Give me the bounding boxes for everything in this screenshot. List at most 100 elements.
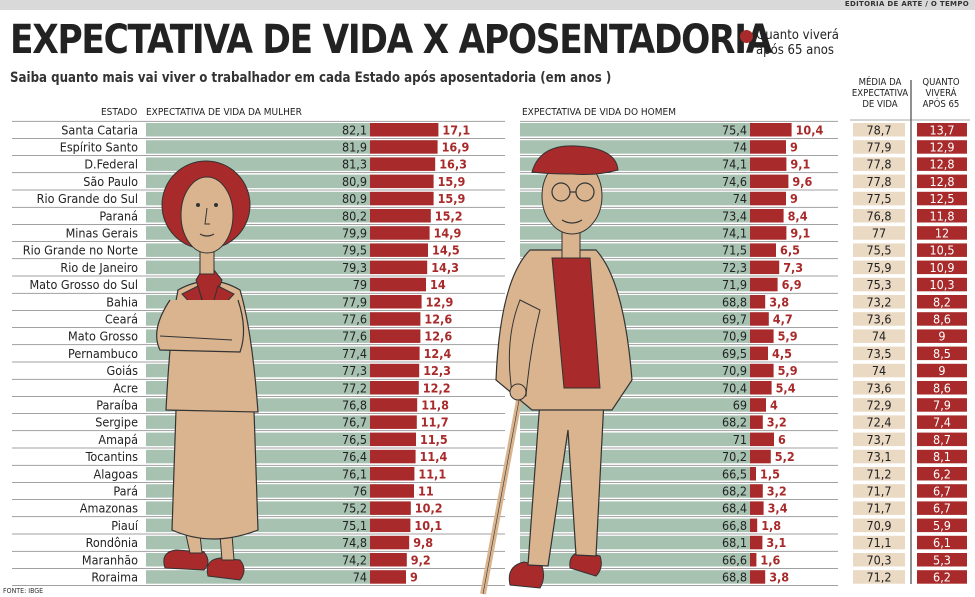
- male-after-65-label: 3,8: [769, 294, 789, 309]
- male-after-65-bar: [750, 123, 792, 137]
- female-after-65-bar: [370, 295, 422, 309]
- avg-after-cell: [917, 432, 967, 447]
- avg-expectancy-label: 73,6: [866, 380, 891, 395]
- state-label: Rio Grande no Norte: [23, 243, 138, 258]
- female-expectancy-bar: [146, 535, 370, 550]
- male-expectancy-bar: [520, 226, 750, 240]
- man-illustration: [480, 145, 633, 595]
- male-after-65-bar: [750, 484, 763, 498]
- female-after-65-bar: [370, 432, 416, 447]
- state-label: Paraná: [99, 208, 138, 223]
- male-after-65-bar: [750, 381, 772, 395]
- avg-cell: [853, 484, 905, 498]
- male-after-65-bar: [750, 295, 766, 309]
- male-expectancy-label: 68,4: [722, 501, 747, 516]
- female-after-65-label: 14,9: [434, 225, 462, 240]
- male-after-65-label: 9: [790, 139, 798, 154]
- state-label: Acre: [113, 380, 138, 395]
- avg-cell: [853, 398, 905, 412]
- male-after-65-label: 3,8: [769, 569, 789, 584]
- female-expectancy-label: 77,4: [342, 346, 367, 361]
- header-avg-line: MÉDIA DA: [858, 77, 902, 88]
- header-after-line: QUANTO: [922, 77, 960, 88]
- legend-dot-icon: [740, 30, 753, 43]
- header-after-line: APÓS 65: [922, 99, 960, 110]
- female-expectancy-label: 74,8: [342, 535, 367, 550]
- female-after-65-label: 9: [410, 569, 418, 584]
- avg-after-65-label: 6,1: [933, 535, 951, 550]
- male-expectancy-label: 70,4: [722, 380, 747, 395]
- state-label: São Paulo: [83, 174, 138, 189]
- female-expectancy-bar: [146, 157, 370, 171]
- avg-cell: [853, 415, 905, 429]
- female-after-65-bar: [370, 123, 439, 137]
- female-expectancy-label: 81,9: [342, 139, 367, 154]
- avg-after-65-label: 12: [935, 225, 949, 240]
- male-expectancy-label: 74: [733, 139, 747, 154]
- avg-cell: [853, 157, 905, 171]
- header-after-line: VIVERÁ: [925, 88, 957, 99]
- male-after-65-label: 9,1: [790, 157, 810, 172]
- male-expectancy-label: 68,8: [722, 294, 747, 309]
- header-men: EXPECTATIVA DE VIDA DO HOMEM: [522, 107, 676, 118]
- avg-after-65-label: 8,2: [933, 294, 951, 309]
- page-title: EXPECTATIVA DE VIDA X APOSENTADORIA: [10, 17, 772, 63]
- female-expectancy-label: 77,9: [342, 294, 367, 309]
- female-after-65-label: 10,1: [414, 518, 442, 533]
- male-after-65-bar: [750, 157, 787, 171]
- avg-after-cell: [917, 209, 967, 223]
- avg-expectancy-label: 72,9: [866, 397, 891, 412]
- male-after-65-bar: [750, 243, 776, 257]
- avg-expectancy-label: 75,5: [866, 243, 891, 258]
- male-after-65-bar: [750, 209, 784, 223]
- male-after-65-label: 6,5: [780, 243, 800, 258]
- avg-expectancy-label: 70,3: [866, 552, 891, 567]
- female-after-65-label: 12,3: [423, 363, 451, 378]
- female-expectancy-label: 76,8: [342, 397, 367, 412]
- male-after-65-label: 3,2: [767, 415, 787, 430]
- male-expectancy-label: 69: [733, 397, 747, 412]
- state-label: Espírito Santo: [60, 139, 138, 154]
- female-after-65-label: 9,2: [411, 552, 431, 567]
- male-expectancy-label: 71,5: [722, 243, 747, 258]
- avg-after-65-label: 5,3: [933, 552, 951, 567]
- avg-expectancy-label: 75,9: [866, 260, 891, 275]
- avg-after-cell: [917, 467, 967, 481]
- female-expectancy-label: 76,4: [342, 449, 367, 464]
- female-after-65-label: 16,9: [442, 139, 470, 154]
- female-after-65-bar: [370, 260, 428, 275]
- avg-after-cell: [917, 449, 967, 464]
- state-label: Alagoas: [94, 466, 139, 481]
- male-expectancy-bar: [520, 553, 750, 567]
- header-state: ESTADO: [101, 107, 138, 118]
- male-after-65-label: 4: [770, 397, 778, 412]
- avg-expectancy-label: 73,5: [866, 346, 891, 361]
- male-after-65-bar: [750, 570, 766, 584]
- avg-cell: [853, 449, 905, 464]
- state-label: Sergipe: [95, 415, 138, 430]
- avg-after-65-label: 6,7: [933, 483, 951, 498]
- avg-cell: [853, 570, 905, 584]
- female-after-65-label: 15,2: [435, 208, 463, 223]
- male-after-65-bar: [750, 363, 774, 378]
- avg-expectancy-label: 73,7: [866, 432, 891, 447]
- female-after-65-label: 15,9: [438, 191, 466, 206]
- avg-cell: [853, 191, 905, 206]
- male-after-65-bar: [750, 174, 789, 189]
- male-expectancy-label: 75,4: [722, 122, 747, 137]
- state-label: Roraima: [91, 569, 138, 584]
- avg-cell: [853, 226, 905, 240]
- avg-after-65-label: 9: [938, 329, 945, 344]
- female-expectancy-label: 79,3: [342, 260, 367, 275]
- state-label: Minas Gerais: [66, 225, 139, 240]
- male-after-65-label: 5,2: [775, 449, 795, 464]
- female-after-65-label: 12,9: [426, 294, 454, 309]
- avg-after-cell: [917, 381, 967, 395]
- avg-after-cell: [917, 518, 967, 533]
- avg-expectancy-label: 74: [872, 363, 886, 378]
- male-after-65-label: 10,4: [796, 122, 824, 137]
- male-expectancy-bar: [520, 535, 750, 550]
- avg-expectancy-label: 71,2: [866, 569, 891, 584]
- avg-after-65-label: 10,3: [929, 277, 954, 292]
- male-expectancy-bar: [520, 570, 750, 584]
